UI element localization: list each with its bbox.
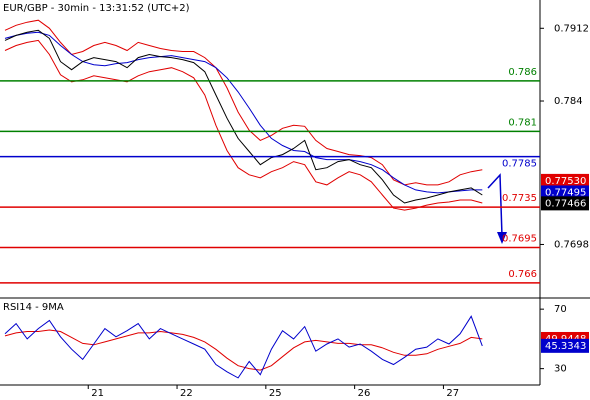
level-label: 0.781 (508, 117, 537, 128)
chart-title: EUR/GBP - 30min - 13:31:52 (UTC+2) (3, 3, 190, 14)
x-tick-label: 21 (91, 388, 104, 399)
level-label: 0.7735 (502, 193, 537, 204)
y-tick-label: 0.7912 (554, 23, 589, 34)
price-tag-label: 0.77495 (545, 187, 586, 198)
price-tag (541, 196, 589, 211)
rsi-title: RSI14 - 9MA (3, 302, 64, 313)
x-tick-label: 26 (358, 388, 371, 399)
x-tick-label: 25 (269, 388, 282, 399)
level-label: 0.766 (508, 269, 537, 280)
y-tick-label: 0.7698 (554, 239, 589, 250)
price-tag (541, 173, 589, 188)
arrow-line (487, 173, 503, 237)
series-line (4, 315, 483, 379)
price-tag-label: 45.3343 (545, 341, 586, 352)
level-label: 0.7785 (502, 159, 537, 170)
y-tick-label: 0.784 (554, 96, 583, 107)
x-tick-label: 27 (446, 388, 459, 399)
y-tick-label: 30 (554, 364, 567, 375)
series-line (4, 29, 483, 204)
price-tag-label: 0.77466 (545, 198, 586, 209)
trend-arrow (487, 173, 507, 244)
x-tick-label: 22 (180, 388, 193, 399)
level-label: 0.7695 (502, 233, 537, 244)
series-line (4, 39, 483, 211)
y-tick-label: 70 (554, 304, 567, 315)
level-label: 0.786 (508, 67, 537, 78)
price-tag-label: 0.77530 (545, 176, 586, 187)
price-tag (541, 338, 589, 353)
series-line (4, 31, 483, 194)
price-tag (541, 185, 589, 200)
series-line (4, 329, 483, 371)
arrow-head (497, 232, 507, 244)
